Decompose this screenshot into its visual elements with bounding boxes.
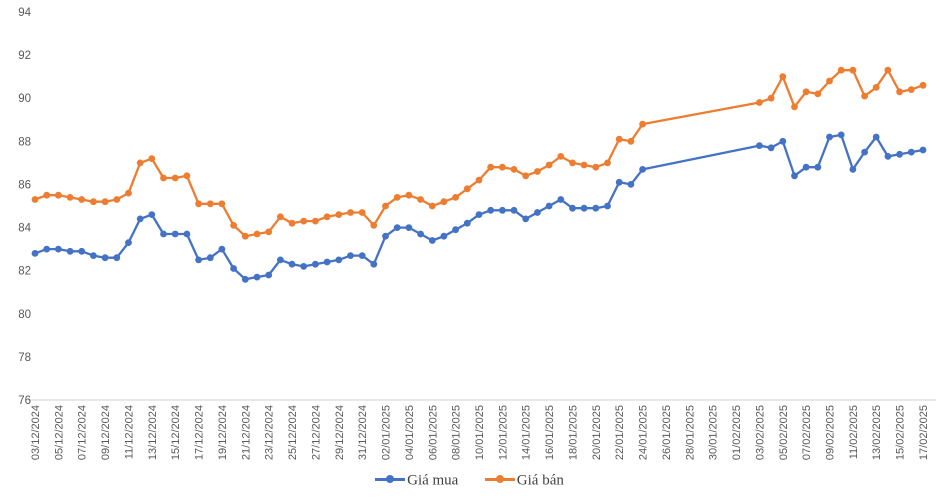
svg-text:08/01/2025: 08/01/2025 [451,405,463,460]
svg-text:94: 94 [18,7,31,19]
svg-text:28/01/2025: 28/01/2025 [684,405,696,460]
svg-text:86: 86 [18,179,31,191]
svg-text:88: 88 [18,136,31,148]
gia-mua-line-swatch [375,475,406,484]
legend-item-gia-ban: Giá bán [484,470,564,491]
svg-text:11/02/2025: 11/02/2025 [848,405,860,459]
svg-text:82: 82 [18,266,31,278]
svg-text:80: 80 [18,309,31,321]
x-axis-tick-labels: 03/12/2024 05/12/2024 07/12/2024 09/12/2024… [30,405,930,460]
svg-text:15/02/2025: 15/02/2025 [895,405,907,460]
svg-text:02/01/2025: 02/01/2025 [381,405,393,460]
gia-ban-marker-icon [495,475,504,484]
svg-text:07/12/2024: 07/12/2024 [77,405,89,460]
svg-text:23/12/2024: 23/12/2024 [264,405,276,460]
svg-text:05/02/2025: 05/02/2025 [778,405,790,460]
chart-legend: Giá mua Giá bán [0,470,939,491]
y-axis-tick-labels: 76 78 80 82 84 86 88 90 92 94 [18,7,31,407]
data-series-lines [31,66,927,283]
svg-text:27/12/2024: 27/12/2024 [310,405,322,460]
svg-text:17/12/2024: 17/12/2024 [194,405,206,460]
svg-text:21/12/2024: 21/12/2024 [240,405,252,460]
svg-text:15/12/2024: 15/12/2024 [170,405,182,460]
svg-text:09/02/2025: 09/02/2025 [825,405,837,460]
svg-text:06/01/2025: 06/01/2025 [427,405,439,460]
svg-text:24/01/2025: 24/01/2025 [638,405,650,460]
gia-mua-marker-icon [386,475,395,484]
legend-label-gia-mua: Giá mua [407,472,459,489]
svg-text:16/01/2025: 16/01/2025 [544,405,556,460]
svg-text:19/12/2024: 19/12/2024 [217,405,229,460]
svg-text:10/01/2025: 10/01/2025 [474,405,486,460]
svg-text:04/01/2025: 04/01/2025 [404,405,416,460]
svg-text:13/02/2025: 13/02/2025 [871,405,883,460]
legend-label-gia-ban: Giá bán [516,472,564,489]
price-line-plot: 76 78 80 82 84 86 88 90 92 94 03/12/2024 05/12/202… [18,7,936,460]
svg-text:26/01/2025: 26/01/2025 [661,405,673,460]
legend-item-gia-mua: Giá mua [375,470,458,491]
gia-ban-line-swatch [484,475,515,484]
svg-text:78: 78 [18,352,31,364]
svg-text:84: 84 [18,223,31,235]
svg-text:09/12/2024: 09/12/2024 [100,405,112,460]
svg-text:76: 76 [18,395,31,407]
svg-text:11/12/2024: 11/12/2024 [123,405,135,459]
svg-text:31/12/2024: 31/12/2024 [357,405,369,460]
svg-text:20/01/2025: 20/01/2025 [591,405,603,460]
svg-text:12/01/2025: 12/01/2025 [497,405,509,460]
svg-text:14/01/2025: 14/01/2025 [521,405,533,460]
svg-text:03/12/2024: 03/12/2024 [30,405,42,460]
svg-text:18/01/2025: 18/01/2025 [567,405,579,460]
svg-text:90: 90 [18,93,31,105]
svg-text:03/02/2025: 03/02/2025 [754,405,766,460]
svg-text:25/12/2024: 25/12/2024 [287,405,299,460]
svg-text:22/01/2025: 22/01/2025 [614,405,626,460]
svg-text:29/12/2024: 29/12/2024 [334,405,346,460]
svg-text:05/12/2024: 05/12/2024 [53,405,65,460]
svg-text:30/01/2025: 30/01/2025 [708,405,720,460]
svg-text:13/12/2024: 13/12/2024 [147,405,159,460]
svg-text:07/02/2025: 07/02/2025 [801,405,813,460]
svg-text:17/02/2025: 17/02/2025 [918,405,930,460]
svg-text:01/02/2025: 01/02/2025 [731,405,743,460]
svg-text:92: 92 [18,50,31,62]
